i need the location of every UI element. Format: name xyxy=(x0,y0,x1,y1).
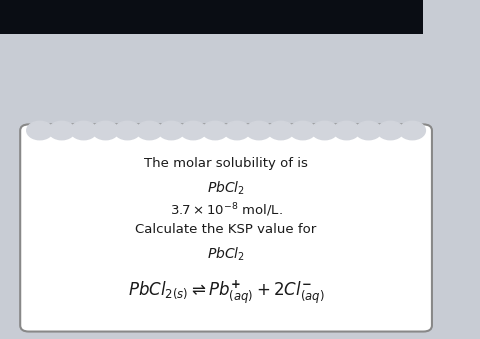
Text: $\mathit{PbCl_2}$: $\mathit{PbCl_2}$ xyxy=(207,179,244,197)
Text: Calculate the KSP value for: Calculate the KSP value for xyxy=(135,223,316,236)
Circle shape xyxy=(202,121,228,140)
Text: The molar solubility of is: The molar solubility of is xyxy=(144,157,307,170)
Circle shape xyxy=(311,121,337,140)
Circle shape xyxy=(245,121,272,140)
FancyBboxPatch shape xyxy=(29,128,422,141)
FancyBboxPatch shape xyxy=(20,124,431,332)
Circle shape xyxy=(27,121,53,140)
Circle shape xyxy=(333,121,359,140)
Text: $\mathit{PbCl_2}$: $\mathit{PbCl_2}$ xyxy=(207,245,244,263)
FancyBboxPatch shape xyxy=(0,34,422,136)
Circle shape xyxy=(114,121,140,140)
Circle shape xyxy=(92,121,119,140)
Circle shape xyxy=(355,121,381,140)
Text: $3.7 \times 10^{-8}$ mol/L.: $3.7 \times 10^{-8}$ mol/L. xyxy=(169,201,282,219)
Circle shape xyxy=(224,121,250,140)
Circle shape xyxy=(48,121,75,140)
Circle shape xyxy=(180,121,206,140)
Circle shape xyxy=(136,121,162,140)
Circle shape xyxy=(267,121,293,140)
FancyBboxPatch shape xyxy=(0,0,422,34)
Circle shape xyxy=(71,121,96,140)
Circle shape xyxy=(398,121,424,140)
Circle shape xyxy=(158,121,184,140)
Text: $\mathit{PbCl_{2(s)}}\rightleftharpoons \mathit{Pb^{\mathbf{+}}_{(aq)}} + 2\math: $\mathit{PbCl_{2(s)}}\rightleftharpoons … xyxy=(128,278,324,306)
Circle shape xyxy=(376,121,403,140)
Circle shape xyxy=(289,121,315,140)
